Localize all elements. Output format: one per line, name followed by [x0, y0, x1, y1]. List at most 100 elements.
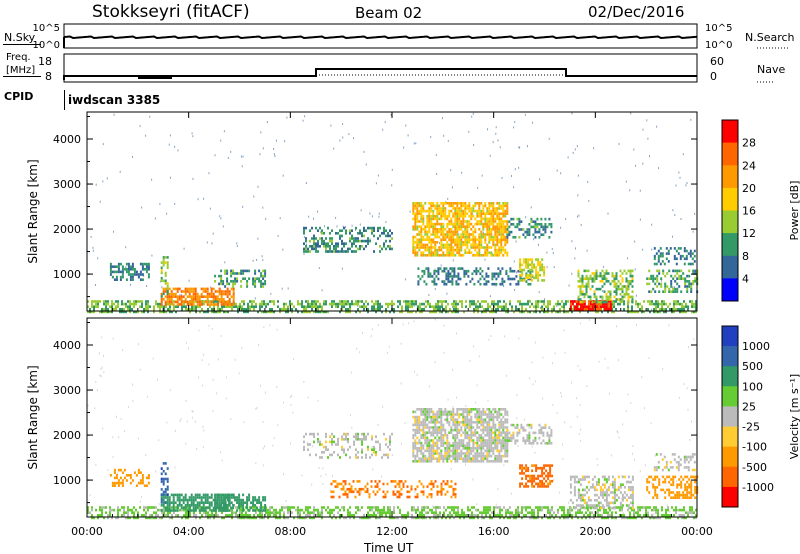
echo-cell	[192, 504, 195, 507]
echo-cell	[214, 303, 217, 306]
echo-cell	[109, 305, 111, 308]
echo-cell	[160, 261, 163, 264]
echo-cell	[265, 511, 267, 514]
echo-cell	[93, 516, 95, 520]
echo-cell	[397, 300, 399, 303]
echo-cell	[585, 290, 588, 293]
echo-cell	[446, 233, 449, 236]
echo-cell	[414, 254, 417, 257]
echo-cell	[428, 202, 431, 205]
echo-cell	[661, 506, 663, 509]
echo-cell	[513, 310, 515, 314]
echo-cell	[627, 516, 629, 520]
echo-cell	[339, 237, 341, 240]
echo-cell	[123, 514, 125, 517]
speckle-cell	[342, 225, 344, 228]
echo-cell	[157, 305, 159, 308]
speckle-cell	[478, 355, 480, 358]
echo-cell	[259, 302, 261, 306]
echo-cell	[544, 225, 547, 229]
speckle-cell	[149, 115, 151, 118]
echo-cell	[143, 508, 145, 512]
echo-cell	[337, 242, 339, 245]
echo-cell	[420, 215, 423, 218]
echo-cell	[456, 212, 459, 215]
echo-cell	[531, 279, 534, 282]
echo-cell	[459, 514, 461, 517]
echo-cell	[436, 233, 439, 236]
echo-cell	[527, 300, 529, 303]
echo-cell	[517, 280, 520, 283]
echo-cell	[595, 277, 598, 280]
echo-cell	[527, 282, 530, 286]
echo-cell	[307, 250, 309, 253]
echo-cell	[287, 511, 289, 514]
echo-cell	[275, 511, 277, 514]
echo-cell	[375, 516, 377, 520]
echo-cell	[147, 300, 149, 303]
echo-cell	[442, 215, 445, 218]
echo-cell	[190, 498, 193, 502]
echo-cell	[214, 274, 217, 278]
echo-cell	[155, 506, 157, 509]
echo-cell	[393, 308, 395, 311]
echo-cell	[535, 310, 537, 314]
echo-cell	[650, 290, 653, 293]
echo-cell	[490, 209, 493, 213]
echo-cell	[113, 270, 116, 274]
echo-cell	[583, 305, 586, 308]
echo-cell	[565, 516, 567, 520]
echo-cell	[509, 516, 511, 520]
speckle-cell	[501, 177, 503, 179]
speckle-cell	[646, 119, 648, 122]
echo-cell	[450, 204, 453, 208]
echo-cell	[685, 254, 688, 258]
echo-cell	[679, 514, 681, 517]
echo-cell	[501, 305, 503, 308]
echo-cell	[220, 282, 223, 286]
echo-cell	[555, 514, 557, 517]
echo-cell	[157, 508, 159, 512]
echo-cell	[166, 504, 169, 507]
speckle-cell	[161, 286, 163, 289]
echo-cell	[375, 440, 377, 444]
echo-cell	[418, 225, 421, 228]
echo-cell	[315, 226, 317, 230]
echo-cell	[477, 300, 479, 303]
echo-cell	[301, 508, 303, 512]
echo-cell	[509, 506, 511, 509]
echo-cell	[439, 300, 441, 303]
echo-cell	[575, 300, 578, 303]
echo-cell	[258, 269, 261, 273]
echo-cell	[521, 308, 523, 311]
echo-cell	[192, 300, 195, 304]
echo-cell	[260, 509, 263, 512]
speckle-cell	[497, 488, 499, 491]
echo-cell	[175, 310, 177, 314]
speckle-cell	[497, 512, 499, 515]
echo-cell	[343, 250, 345, 253]
echo-cell	[199, 305, 201, 308]
echo-cell	[635, 511, 637, 514]
echo-cell	[583, 514, 585, 517]
echo-cell	[256, 277, 259, 280]
echo-cell	[506, 225, 509, 228]
echo-cell	[255, 305, 257, 308]
echo-cell	[430, 233, 433, 236]
echo-cell	[401, 310, 403, 314]
echo-cell	[527, 302, 529, 306]
echo-cell	[477, 280, 480, 283]
echo-cell	[501, 267, 504, 270]
echo-cell	[133, 471, 136, 474]
echo-cell	[488, 235, 491, 239]
echo-cell	[273, 302, 275, 306]
echo-cell	[248, 498, 251, 502]
echo-cell	[506, 202, 509, 205]
echo-cell	[501, 280, 504, 283]
echo-cell	[476, 209, 479, 213]
echo-cell	[164, 477, 167, 481]
echo-cell	[216, 501, 219, 504]
echo-cell	[109, 514, 111, 517]
echo-cell	[139, 273, 142, 276]
echo-cell	[663, 262, 666, 266]
